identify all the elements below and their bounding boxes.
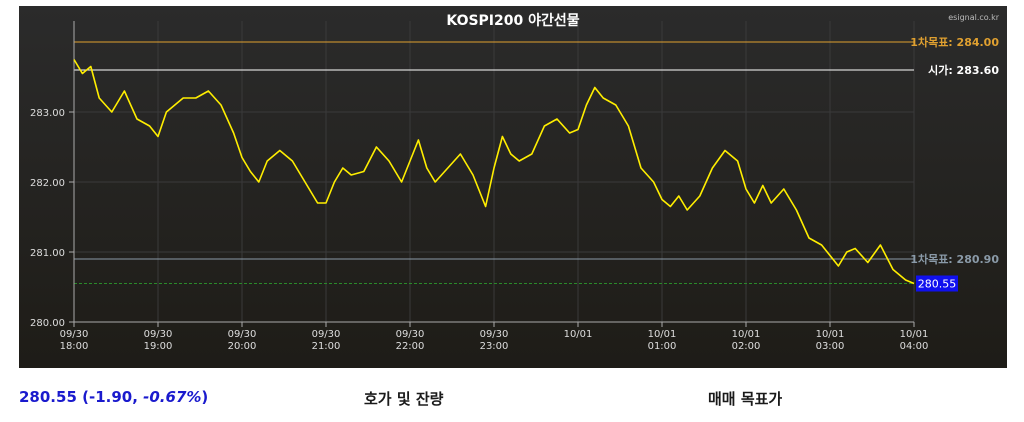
x-tick-label-time: 03:00 [816,341,845,352]
tab-orderbook[interactable]: 호가 및 잔량 [364,390,444,408]
price-change-percent: -0.67% [143,388,202,406]
x-tick-label-time: 02:00 [732,341,761,352]
x-tick-label-time: 21:00 [312,341,341,352]
current-price-badge [916,275,958,292]
x-tick-label-date: 09/30 [312,329,341,340]
y-tick-label: 283.00 [30,108,65,119]
reference-line-label: 1차목표: 284.00 [910,35,999,49]
chart-title: KOSPI200 야간선물 [446,12,579,29]
x-tick-label-date: 10/01 [648,329,677,340]
current-price-badge-label: 280.55 [918,278,957,291]
current-price: 280.55 [19,388,77,406]
x-tick-label-time: 20:00 [228,341,257,352]
tab-target-price[interactable]: 매매 목표가 [708,390,783,408]
x-tick-label-date: 09/30 [144,329,173,340]
x-tick-label-date: 10/01 [816,329,845,340]
y-tick-label: 282.00 [30,178,65,189]
x-tick-label-time: 01:00 [648,341,677,352]
price-chart: KOSPI200 야간선물 esignal.co.kr 09/3018:0009… [19,6,1007,368]
x-tick-label-date: 09/30 [480,329,509,340]
x-tick-label-time: 19:00 [144,341,173,352]
x-tick-label-time: 23:00 [480,341,509,352]
x-tick-label-date: 10/01 [732,329,761,340]
price-quote: 280.55 (-1.90, -0.67%) [19,388,209,406]
x-tick-label-date: 10/01 [564,329,593,340]
reference-line-label: 시가: 283.60 [928,63,999,77]
chart-source: esignal.co.kr [948,13,999,22]
chart-panel: KOSPI200 야간선물 esignal.co.kr 09/30 18:00 09… [19,6,1007,368]
x-tick-label-date: 09/30 [228,329,257,340]
x-tick-label-time: 18:00 [60,341,89,352]
y-tick-label: 281.00 [30,248,65,259]
reference-line-label: 1차목표: 280.90 [910,252,999,266]
y-tick-label: 280.00 [30,318,65,329]
x-tick-label-date: 09/30 [60,329,89,340]
x-tick-label-time: 22:00 [396,341,425,352]
price-change: -1.90 [88,388,133,406]
x-tick-label-date: 10/01 [900,329,929,340]
x-tick-label-date: 09/30 [396,329,425,340]
x-tick-label-time: 04:00 [900,341,929,352]
chart-background [19,6,1007,368]
price-series-line [73,59,915,285]
